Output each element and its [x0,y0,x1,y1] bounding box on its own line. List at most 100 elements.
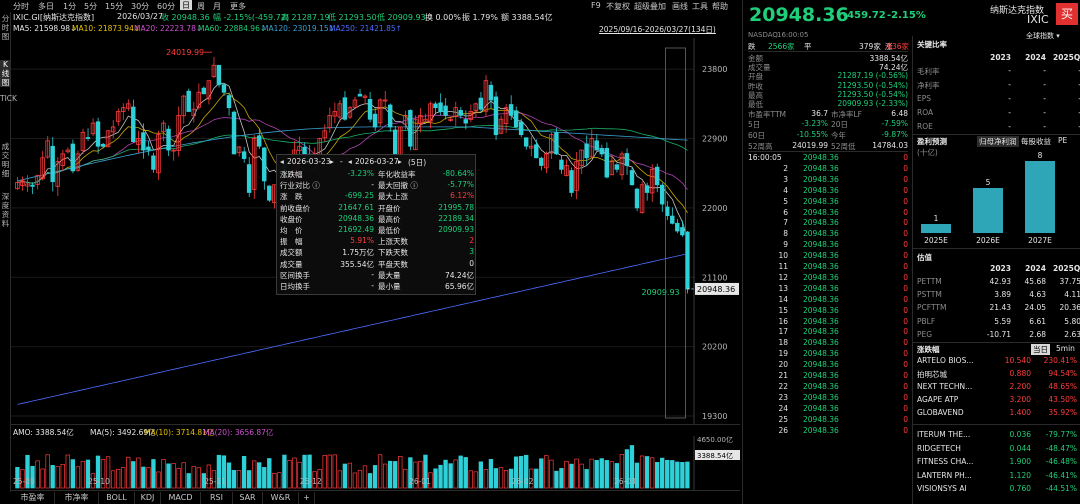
candle-body [151,155,156,170]
stat-value: 21287.19 (-0.56%) [837,71,908,81]
loser-name[interactable]: FITNESS CHA... [917,457,974,467]
fall-count: 2566家 [768,42,795,51]
tools-button[interactable]: 工具 [692,2,708,11]
candle-body [201,87,207,95]
help-button[interactable]: 帮助 [712,2,728,11]
low-marker-label: 20909.93 [641,288,679,297]
popup-to-next[interactable]: ▸ [398,157,402,166]
period-tab-1min[interactable]: 1分 [63,2,77,11]
forecast-tab-pe[interactable]: PE [1058,136,1068,145]
candle-body [478,97,484,110]
popup-from-prev[interactable]: ◂ [280,157,284,166]
volume-bar [493,468,499,489]
gainer-name[interactable]: GLOBAVEND [917,408,964,418]
loser-name[interactable]: LANTERN PH... [917,470,972,480]
candle-body [513,110,519,128]
forecast-tab-netprofit[interactable]: 归母净利润 [977,136,1019,147]
global-index-link[interactable]: 全球指数 ▾ [1026,32,1060,40]
tab-pb[interactable]: 市净率 [55,492,99,504]
period-tab-timeshare[interactable]: 分时 [13,2,29,11]
overlay-button[interactable]: 超级叠加 [634,2,666,11]
popup-label: 涨 跌 [280,192,303,202]
gainer-name[interactable]: ARTELO BIOS... [917,356,974,365]
tab-kdj[interactable]: KDJ [135,492,161,504]
period-tab-week[interactable]: 周 [197,2,205,11]
popup-to-prev[interactable]: ◂ [348,157,352,166]
volume-bar [614,463,620,489]
loser-name[interactable]: VISIONSYS AI [917,484,967,494]
no-adjust-button[interactable]: 不复权 [606,2,630,11]
period-tab-multiday[interactable]: 多日 [38,2,54,11]
tick-volume: 0 [903,392,908,402]
popup-date-from[interactable]: 2026-03-23 [287,157,331,166]
candle-body [246,164,252,193]
popup-from-next[interactable]: ▸ [330,157,334,166]
gainer-price: 2.200 [1009,382,1031,392]
popup-date-to[interactable]: 2026-03-27 [355,157,399,166]
loser-name[interactable]: ITERUM THE... [917,430,971,439]
candle-body [372,113,378,128]
tab-add[interactable]: + [299,492,315,504]
candle-body [156,134,161,174]
high-marker-label: 24019.99 [166,48,204,57]
loser-price: 0.044 [1009,443,1031,453]
left-tab-tick[interactable]: TICK [0,94,17,103]
gainer-name[interactable]: NEXT TECHN... [917,382,973,392]
tick-volume: 0 [903,349,908,359]
period-tab-month[interactable]: 月 [213,2,221,11]
period-tab-15min[interactable]: 15分 [105,2,124,11]
range-selection-box [665,47,686,419]
tab-boll[interactable]: BOLL [99,492,135,504]
tab-wr[interactable]: W&R [263,492,299,504]
f9-button[interactable]: F9 [591,1,601,10]
tick-price: 20948.36 [803,163,839,173]
volume-bar [196,467,201,489]
period-tab-60min[interactable]: 60分 [157,2,176,11]
forecast-tab-eps[interactable]: 每股收益 [1021,137,1051,146]
gainer-name[interactable]: 拍明芯城 [917,370,947,380]
candle-body [614,164,620,170]
candle-body [236,146,242,153]
ratio-value: - [1008,80,1011,89]
candle-body [25,183,30,187]
tick-volume: 0 [903,163,908,173]
volume-bar [453,459,458,489]
candle-body [30,184,35,187]
tab-macd[interactable]: MACD [161,492,201,504]
candle-body [15,182,20,190]
date-range-label[interactable]: 2025/09/16-2026/03/27(134日) [599,25,716,34]
tab-pe[interactable]: 市盈率 [11,492,55,504]
tick-list[interactable]: 16:00:05 20948.36 0 2 20948.36 0 3 20948.36 0 4 20… [748,153,908,443]
candle-body [508,104,514,116]
tab-sar[interactable]: SAR [233,492,263,504]
popup-row: 涨 跌 -699.25 最大上涨 6.12% [280,191,474,201]
kline-chart[interactable]: 23800 22900 22000 21100 20200 19300 24019.99 20… [11,38,740,424]
tab-rsi[interactable]: RSI [201,492,233,504]
stat-value: 74.24亿 [879,63,908,73]
volume-bar [201,473,206,489]
period-tab-5min[interactable]: 5分 [84,2,98,11]
period-tab-30min[interactable]: 30分 [131,2,150,11]
gainer-name[interactable]: AGAPE ATP [917,395,959,405]
movers-tab-today[interactable]: 当日 [1031,344,1050,355]
tick-time: 12 [778,272,788,282]
period-tab-day[interactable]: 日 [180,0,192,10]
tick-time: 7 [783,218,788,228]
left-tab-kline[interactable]: K线图 [0,60,11,87]
valuation-title: 估值 [917,253,932,262]
left-tab-deals[interactable]: 成交明细 [1,142,10,178]
price-tick-label: 21100 [702,273,727,282]
popup-row: 成交量 355.54亿 平盘天数 0 [280,259,474,269]
stat-label: 成交量 [748,63,771,73]
ratio-value: - [1053,94,1080,103]
ratio-label: EPS [917,94,932,103]
left-tab-timeshare[interactable]: 分时图 [1,14,10,41]
buy-button[interactable]: 买 [1056,3,1078,25]
period-tab-more[interactable]: 更多 [230,2,246,11]
movers-tab-5min[interactable]: 5min [1056,344,1075,353]
volume-bar [236,470,242,489]
left-tab-depth[interactable]: 深度资料 [1,192,10,228]
loser-name[interactable]: RIDGETECH [917,443,961,453]
forecast-bar [973,188,1003,233]
draw-line-button[interactable]: 画线 [672,2,688,11]
